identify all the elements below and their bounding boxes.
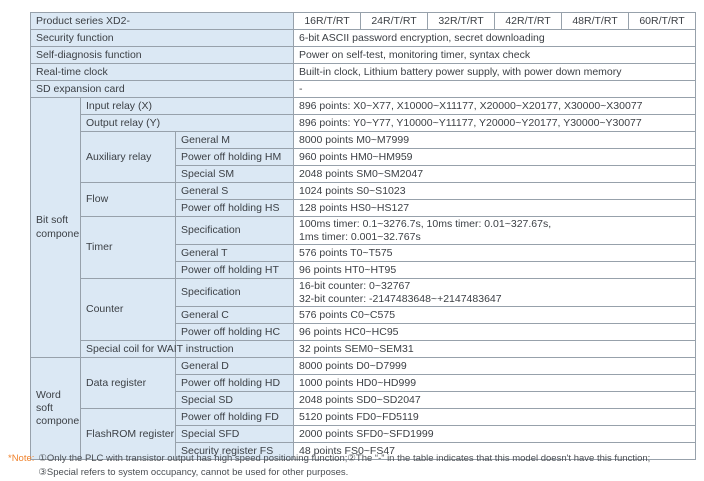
row-aux-holding-hm: Power off holding HM 960 points HM0~HM95… <box>31 148 696 166</box>
row-value: 16-bit counter: 0~32767 32-bit counter: … <box>293 278 696 307</box>
footnote-text: ①Only the PLC with transistor output has… <box>38 452 650 481</box>
row-value: 896 points: X0~X77, X10000~X11177, X2000… <box>293 97 696 115</box>
row-counter-holding-hc: Power off holding HC 96 points HC0~HC95 <box>31 323 696 341</box>
timer-spec-line1: 100ms timer: 0.1~3276.7s, 10ms timer: 0.… <box>299 218 552 231</box>
row-value: - <box>293 80 696 98</box>
footnote-line2: ③Special refers to system occupancy, can… <box>38 467 349 479</box>
row-value: Power on self-test, monitoring timer, sy… <box>293 46 696 64</box>
row-value: 2000 points SFD0~SFD1999 <box>293 425 696 443</box>
row-label: Specification <box>175 278 294 307</box>
row-label: Special coil for WAIT instruction <box>80 340 294 358</box>
model-column-header: 24R/T/RT <box>360 12 428 30</box>
row-flow-general-s: Flow General S 1024 points S0~S1023 <box>31 182 696 217</box>
row-wait-instruction-coil: Special coil for WAIT instruction 32 poi… <box>31 340 696 358</box>
row-value: 2048 points SM0~SM2047 <box>293 165 696 183</box>
row-label: Special SFD <box>175 425 294 443</box>
row-label: Specification <box>175 216 294 245</box>
row-counter-general-c: General C 576 points C0~C575 <box>31 306 696 324</box>
row-product-series: Product series XD2- 16R/T/RT 24R/T/RT 32… <box>30 12 696 30</box>
row-data-reg-general-d: Word soft component Data register Genera… <box>30 357 696 460</box>
row-counter-specification: Counter Specification 16-bit counter: 0~… <box>31 278 696 341</box>
word-soft-component-group-label: Word soft component <box>30 357 81 460</box>
row-real-time-clock: Real-time clock Built-in clock, Lithium … <box>30 63 696 81</box>
footnote: *Note: ①Only the PLC with transistor out… <box>8 452 700 481</box>
row-flow-holding-hs: Power off holding HS 128 points HS0~HS12… <box>31 199 696 217</box>
row-value: Built-in clock, Lithium battery power su… <box>293 63 696 81</box>
row-value: 5120 points FD0~FD5119 <box>293 408 696 426</box>
row-sd-expansion-card: SD expansion card - <box>30 80 696 98</box>
data-register-label: Data register <box>80 357 176 409</box>
row-flash-special-sfd: Special SFD 2000 points SFD0~SFD1999 <box>31 425 696 443</box>
timer-spec-line2: 1ms timer: 0.001~32.767s <box>299 230 421 243</box>
product-series-label: Product series XD2- <box>30 12 294 30</box>
row-label: Power off holding HM <box>175 148 294 166</box>
auxiliary-relay-label: Auxiliary relay <box>80 131 176 183</box>
row-value: 128 points HS0~HS127 <box>293 199 696 217</box>
flashrom-register-label: FlashROM register <box>80 408 176 460</box>
row-flash-security-fs: Security register FS 48 points FS0~FS47 <box>31 442 696 460</box>
plc-spec-table: Product series XD2- 16R/T/RT 24R/T/RT 32… <box>30 12 696 460</box>
row-label: Security function <box>30 29 294 47</box>
row-label: Power off holding HD <box>175 374 294 392</box>
flow-label: Flow <box>80 182 176 217</box>
timer-label: Timer <box>80 216 176 279</box>
row-value: 96 points HC0~HC95 <box>293 323 696 341</box>
model-column-header: 60R/T/RT <box>628 12 696 30</box>
row-flash-holding-fd: FlashROM register Power off holding FD 5… <box>31 408 696 460</box>
row-value: 1000 points HD0~HD999 <box>293 374 696 392</box>
row-value: 576 points T0~T575 <box>293 244 696 262</box>
row-aux-general-m: Auxiliary relay General M 8000 points M0… <box>31 131 696 183</box>
row-label: Output relay (Y) <box>80 114 294 132</box>
row-security-function: Security function 6-bit ASCII password e… <box>30 29 696 47</box>
row-output-relay: Output relay (Y) 896 points: Y0~Y77, Y10… <box>31 114 696 132</box>
model-column-header: 32R/T/RT <box>427 12 495 30</box>
row-label: General C <box>175 306 294 324</box>
model-column-header: 42R/T/RT <box>494 12 562 30</box>
footnote-line1: ①Only the PLC with transistor output has… <box>38 453 651 464</box>
row-value: 96 points HT0~HT95 <box>293 261 696 279</box>
row-value: 960 points HM0~HM959 <box>293 148 696 166</box>
row-value: 6-bit ASCII password encryption, secret … <box>293 29 696 47</box>
row-self-diagnosis: Self-diagnosis function Power on self-te… <box>30 46 696 64</box>
counter-label: Counter <box>80 278 176 341</box>
row-label: General T <box>175 244 294 262</box>
row-label: Power off holding FD <box>175 408 294 426</box>
row-value: 8000 points D0~D7999 <box>293 357 696 375</box>
row-aux-special-sm: Special SM 2048 points SM0~SM2047 <box>31 165 696 183</box>
row-timer-specification: Timer Specification 100ms timer: 0.1~327… <box>31 216 696 279</box>
bit-soft-component-group-label: Bit soft component <box>30 97 81 358</box>
row-input-relay: Bit soft component Input relay (X) 896 p… <box>30 97 696 358</box>
row-label: Power off holding HC <box>175 323 294 341</box>
counter-spec-line2: 32-bit counter: -2147483648~+2147483647 <box>299 292 502 305</box>
row-value: 48 points FS0~FS47 <box>293 442 696 460</box>
row-label: Real-time clock <box>30 63 294 81</box>
row-value: 2048 points SD0~SD2047 <box>293 391 696 409</box>
row-data-reg-special-sd: Special SD 2048 points SD0~SD2047 <box>31 391 696 409</box>
row-label: General M <box>175 131 294 149</box>
row-value: 32 points SEM0~SEM31 <box>293 340 696 358</box>
row-value: 576 points C0~C575 <box>293 306 696 324</box>
row-label: SD expansion card <box>30 80 294 98</box>
counter-spec-line1: 16-bit counter: 0~32767 <box>299 280 411 293</box>
footnote-label: *Note: <box>8 453 35 464</box>
model-column-header: 48R/T/RT <box>561 12 629 30</box>
row-label: General S <box>175 182 294 200</box>
row-label: Power off holding HT <box>175 261 294 279</box>
model-column-header: 16R/T/RT <box>293 12 361 30</box>
row-data-reg-holding-hd: Power off holding HD 1000 points HD0~HD9… <box>31 374 696 392</box>
row-label: Self-diagnosis function <box>30 46 294 64</box>
row-label: Special SD <box>175 391 294 409</box>
row-label: Special SM <box>175 165 294 183</box>
row-label: General D <box>175 357 294 375</box>
row-label: Power off holding HS <box>175 199 294 217</box>
row-value: 8000 points M0~M7999 <box>293 131 696 149</box>
row-value: 1024 points S0~S1023 <box>293 182 696 200</box>
row-value: 896 points: Y0~Y77, Y10000~Y11177, Y2000… <box>293 114 696 132</box>
row-label: Input relay (X) <box>80 97 294 115</box>
row-value: 100ms timer: 0.1~3276.7s, 10ms timer: 0.… <box>293 216 696 245</box>
